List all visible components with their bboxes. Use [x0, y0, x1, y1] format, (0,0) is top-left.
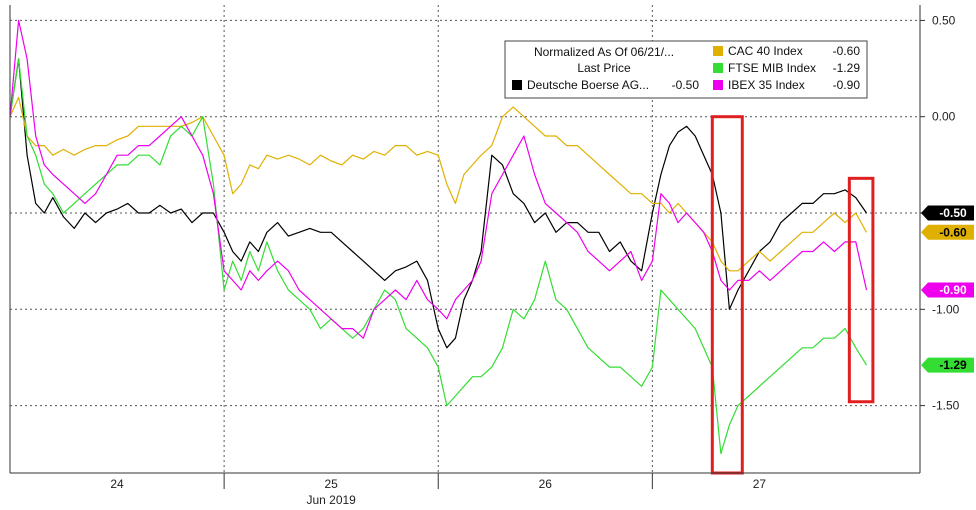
legend-label-deutsche-boerse: Deutsche Boerse AG...	[527, 78, 649, 92]
x-tick-label: 27	[753, 477, 767, 491]
x-tick-label: 25	[324, 477, 338, 491]
series-lines	[9, 19, 868, 455]
y-tick-label: 0.00	[932, 110, 956, 124]
highlight-box	[847, 176, 875, 404]
last-value-label-ibex-35-index: -0.90	[939, 283, 967, 297]
x-tick-label: 24	[110, 477, 124, 491]
y-tick-label: -1.50	[932, 399, 960, 413]
axes: 0.50 0.00 -0.50 -1.00 -1.50 24 25 26 27 Jun 2019	[9, 5, 960, 507]
x-tick-label: 26	[539, 477, 553, 491]
last-value-label-deutsche-boerse-ag: -0.50	[939, 206, 967, 220]
legend-swatch-deutsche-boerse	[512, 80, 522, 90]
series-line-ftse-mib-index	[9, 58, 868, 455]
legend: Normalized As Of 06/21/... Last Price De…	[504, 40, 868, 99]
legend-subtitle: Last Price	[577, 61, 631, 75]
x-sub-label: Jun 2019	[306, 493, 356, 507]
last-value-badge-cac-40-index	[921, 224, 974, 240]
legend-value-cac40: -0.60	[833, 44, 861, 58]
y-tick-label: 0.50	[932, 13, 956, 27]
last-value-badge-ibex-35-index	[921, 282, 974, 298]
last-value-label-ftse-mib-index: -1.29	[939, 358, 967, 372]
grid	[10, 5, 920, 473]
legend-value-ibex35: -0.90	[833, 78, 861, 92]
legend-swatch-cac40	[713, 46, 723, 56]
legend-title: Normalized As Of 06/21/...	[534, 45, 674, 59]
series-line-ibex-35-index	[9, 19, 868, 339]
highlight-box	[710, 115, 744, 475]
legend-swatch-ibex35	[713, 80, 723, 90]
legend-value-ftse-mib: -1.29	[833, 61, 861, 75]
legend-swatch-ftse-mib	[713, 63, 723, 73]
last-value-badges: -0.50 -0.60 -1.29 -0.90	[921, 205, 974, 373]
last-value-badge-deutsche-boerse-ag	[921, 205, 974, 221]
last-value-badge-ftse-mib-index	[921, 357, 974, 373]
legend-label-cac40: CAC 40 Index	[728, 44, 803, 58]
last-value-label-cac-40-index: -0.60	[939, 225, 967, 239]
series-line-cac-40-index	[9, 96, 868, 272]
legend-box	[504, 40, 868, 99]
legend-value-deutsche-boerse: -0.50	[672, 78, 700, 92]
y-tick-label: -1.00	[932, 302, 960, 316]
series-line-deutsche-boerse-ag	[9, 58, 867, 349]
legend-label-ibex35: IBEX 35 Index	[728, 78, 805, 92]
legend-label-ftse-mib: FTSE MIB Index	[728, 61, 816, 75]
